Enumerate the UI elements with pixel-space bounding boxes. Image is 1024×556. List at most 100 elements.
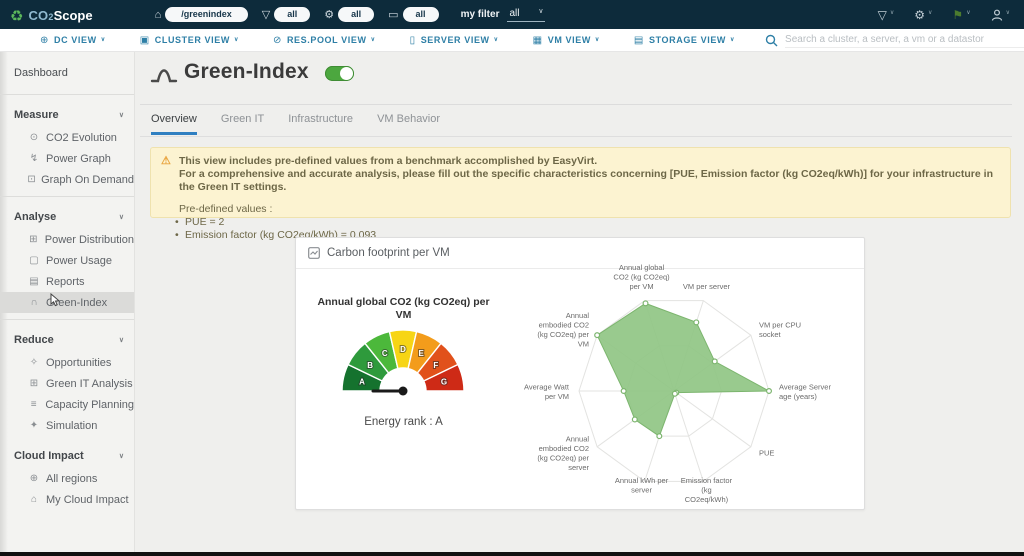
viewbar-item-label: RES.POOL VIEW bbox=[286, 35, 367, 45]
gauge-segment-label: F bbox=[433, 361, 438, 370]
chevron-down-icon: ∨ bbox=[1005, 10, 1010, 16]
viewbar-item-label: DC VIEW bbox=[53, 35, 97, 45]
chevron-down-icon: ∨ bbox=[928, 10, 933, 16]
settings-icon[interactable]: ⚙ bbox=[914, 7, 926, 22]
settings-icon-group[interactable]: ⚙ ∨ bbox=[914, 8, 932, 22]
power-graph-icon: ↯ bbox=[29, 153, 39, 164]
sidebar-item-reports[interactable]: ▤ Reports bbox=[0, 271, 134, 292]
storage-view-icon: ▤ bbox=[633, 34, 644, 46]
viewbar-item-cluster-view[interactable]: ▣ CLUSTER VIEW ∨ bbox=[140, 35, 239, 46]
viewbar-item-server-view[interactable]: ▯ SERVER VIEW ∨ bbox=[410, 35, 499, 46]
energy-rank-caption: Energy rank : A bbox=[364, 416, 443, 428]
my-cloud-impact-icon: ⌂ bbox=[30, 494, 38, 505]
radar-data-point bbox=[671, 390, 678, 397]
url-pill[interactable]: /greenindex bbox=[165, 7, 248, 22]
power-usage-icon: ▢ bbox=[29, 255, 39, 266]
filter-icon-group[interactable]: ▽ ∨ bbox=[878, 8, 895, 22]
my-filter-label: my filter bbox=[460, 9, 500, 20]
tab-infrastructure[interactable]: Infrastructure bbox=[288, 113, 354, 125]
tab-overview[interactable]: Overview bbox=[151, 113, 197, 135]
view-bar: ⊕ DC VIEW ∨ ▣ CLUSTER VIEW ∨ ⊘ RES.POOL VIEW ∨ ▯ S… bbox=[0, 29, 1024, 52]
app-logo: ♻ CO2 Scope bbox=[10, 6, 93, 25]
sidebar-item-power-usage[interactable]: ▢ Power Usage bbox=[0, 250, 134, 271]
sidebar-section-measure[interactable]: Measure ∨ bbox=[0, 103, 134, 127]
flag-icon[interactable]: ⚑ bbox=[952, 7, 964, 22]
viewbar-item-label: STORAGE VIEW bbox=[648, 35, 727, 45]
radar-data-point bbox=[766, 387, 773, 394]
sidebar-item-all-regions[interactable]: ⊕ All regions bbox=[0, 468, 134, 489]
power-distribution-icon: ⊞ bbox=[29, 234, 38, 245]
page-title: Green-Index bbox=[184, 60, 309, 83]
search-input[interactable] bbox=[785, 32, 1024, 48]
funnel-icon[interactable]: ▽ bbox=[261, 9, 271, 21]
tab-vm-behavior[interactable]: VM Behavior bbox=[377, 113, 441, 125]
sidebar-item-simulation[interactable]: ✦ Simulation bbox=[0, 415, 134, 436]
sidebar-item-label: Power Distribution bbox=[44, 233, 134, 246]
gauge-segment-label: D bbox=[400, 345, 406, 354]
sidebar-item-opportunities[interactable]: ✧ Opportunities bbox=[0, 352, 134, 373]
my-filter: my filter all ∨ bbox=[461, 7, 546, 22]
radar-axis-label: Annual global bbox=[619, 263, 665, 272]
radar-axis-label: VM per server bbox=[683, 282, 731, 291]
radar-data-polygon bbox=[596, 302, 771, 437]
logo-scope: Scope bbox=[53, 7, 93, 23]
radar-data-point bbox=[656, 433, 663, 440]
radar-axis-label: per VM bbox=[629, 282, 653, 291]
sidebar-item-power-graph[interactable]: ↯ Power Graph bbox=[0, 148, 134, 169]
sidebar-item-label: Opportunities bbox=[46, 356, 112, 369]
tab-bar: Overview Green IT Infrastructure VM Behavio… bbox=[151, 113, 464, 135]
filter-pill[interactable]: all bbox=[338, 7, 375, 22]
gauge-segment-label: C bbox=[382, 349, 388, 358]
home-icon[interactable]: ⌂ bbox=[154, 8, 162, 21]
user-icon-group[interactable]: ∨ bbox=[991, 9, 1010, 21]
radar-axis-label: (kg CO2eq) per bbox=[537, 453, 589, 462]
my-filter-select[interactable]: all ∨ bbox=[507, 7, 546, 22]
sidebar-item-label: Reports bbox=[46, 275, 85, 288]
gauge-segment-label: E bbox=[419, 349, 425, 358]
card-header: Carbon footprint per VM bbox=[296, 238, 864, 269]
sidebar-item-graph-on-demand[interactable]: ⊡ Graph On Demand bbox=[0, 169, 134, 190]
sidebar-section-analyse[interactable]: Analyse ∨ bbox=[0, 205, 134, 229]
chevron-down-icon: ∨ bbox=[118, 112, 124, 119]
green-index-toggle[interactable] bbox=[325, 66, 354, 81]
sidebar-item-label: Green IT Analysis bbox=[46, 377, 133, 390]
user-icon[interactable] bbox=[991, 9, 1003, 21]
sidebar-section-reduce[interactable]: Reduce ∨ bbox=[0, 328, 134, 352]
viewbar-item-vm-view[interactable]: ▦ VM VIEW ∨ bbox=[533, 35, 600, 46]
topbar-right-icons: ▽ ∨ ⚙ ∨ ⚑ ∨ ∨ bbox=[858, 8, 1010, 22]
chevron-down-icon: ∨ bbox=[118, 214, 124, 221]
flag-icon-group[interactable]: ⚑ ∨ bbox=[952, 8, 970, 22]
radar-data-point bbox=[693, 319, 700, 326]
sidebar-section-cloud-impact[interactable]: Cloud Impact ∨ bbox=[0, 444, 134, 468]
sidebar-item-co2-evolution[interactable]: ⊙ CO2 Evolution bbox=[0, 127, 134, 148]
tag-icon[interactable]: ▭ bbox=[388, 9, 399, 21]
sidebar: Dashboard Measure ∨ ⊙ CO2 Evolution ↯ Power Gr… bbox=[0, 52, 135, 552]
sidebar-item-capacity-planning[interactable]: ≡ Capacity Planning bbox=[0, 394, 134, 415]
viewbar-item-dc-view[interactable]: ⊕ DC VIEW ∨ bbox=[40, 35, 106, 46]
sidebar-item-dashboard[interactable]: Dashboard bbox=[14, 67, 68, 79]
sidebar-item-green-index[interactable]: ∩ Green-Index bbox=[0, 292, 134, 313]
notice-line-1: ⚠ This view includes pre-defined values … bbox=[161, 155, 598, 167]
sidebar-item-green-it-analysis[interactable]: ⊞ Green IT Analysis bbox=[0, 373, 134, 394]
sidebar-item-label: Power Graph bbox=[46, 152, 111, 165]
radar-axis-label: PUE bbox=[759, 449, 774, 458]
sidebar-item-my-cloud-impact[interactable]: ⌂ My Cloud Impact bbox=[0, 489, 134, 510]
radar-axis-label: age (years) bbox=[779, 392, 817, 401]
chevron-down-icon: ∨ bbox=[966, 10, 971, 16]
viewbar-item-label: VM VIEW bbox=[547, 35, 591, 45]
viewbar-item-storage-view[interactable]: ▤ STORAGE VIEW ∨ bbox=[634, 35, 735, 46]
viewbar-item-respool-view[interactable]: ⊘ RES.POOL VIEW ∨ bbox=[273, 35, 376, 46]
co2-evolution-icon: ⊙ bbox=[29, 132, 39, 143]
gear-icon[interactable]: ⚙ bbox=[324, 9, 335, 21]
filter-pill[interactable]: all bbox=[274, 7, 311, 22]
radar-data-point bbox=[711, 358, 718, 365]
filter-pill[interactable]: all bbox=[402, 7, 439, 22]
filter-icon[interactable]: ▽ bbox=[877, 7, 887, 22]
sidebar-item-power-distribution[interactable]: ⊞ Power Distribution bbox=[0, 229, 134, 250]
tab-green-it[interactable]: Green IT bbox=[220, 113, 265, 125]
radar-axis-label: server bbox=[631, 485, 652, 494]
radar-axis-label: CO2eq/kWh) bbox=[685, 495, 729, 504]
sidebar-section-label: Reduce bbox=[14, 334, 54, 346]
